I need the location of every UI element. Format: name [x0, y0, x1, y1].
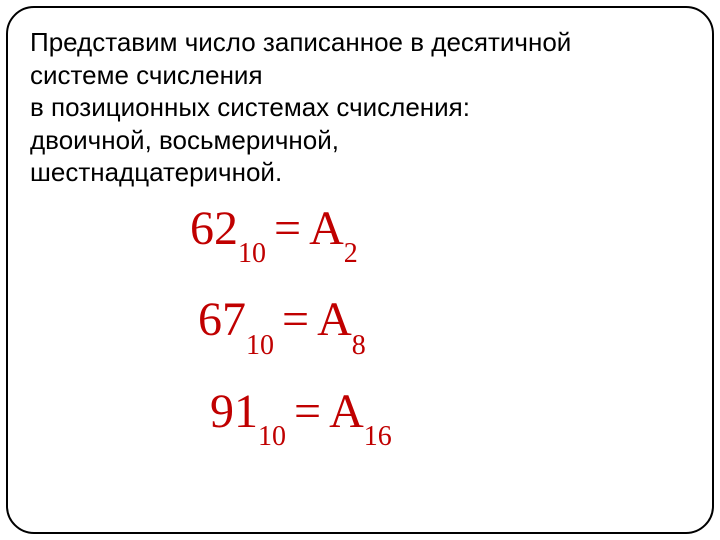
equation-rhs: А2 — [309, 201, 358, 263]
lhs-base: 10 — [238, 238, 266, 269]
lhs-base: 10 — [246, 330, 274, 361]
rhs-base: 16 — [364, 421, 392, 452]
lhs-value: 91 — [210, 385, 258, 438]
intro-line-1: Представим число записанное в десятичной — [30, 27, 571, 57]
equals-sign: = — [274, 201, 301, 256]
equations-block: 6210 = А2 6710 = А8 9110 = А16 — [30, 199, 690, 446]
lhs-value: 67 — [198, 293, 246, 346]
equation-lhs: 6710 — [198, 292, 274, 354]
equation-rhs: А8 — [317, 292, 366, 354]
intro-line-3: в позиционных системах счисления: — [30, 92, 470, 122]
intro-line-2: системе счисления — [30, 60, 263, 90]
lhs-base: 10 — [258, 421, 286, 452]
rhs-symbol: А — [309, 202, 344, 255]
equation-row: 6710 = А8 — [198, 292, 690, 354]
intro-line-4: двоичной, восьмеричной, — [30, 125, 339, 155]
intro-line-5: шестнадцатеричной. — [30, 157, 282, 187]
rhs-base: 2 — [344, 238, 358, 269]
equation-row: 6210 = А2 — [190, 201, 690, 263]
intro-paragraph: Представим число записанное в десятичной… — [30, 26, 690, 189]
equals-sign: = — [294, 384, 321, 439]
lhs-value: 62 — [190, 202, 238, 255]
equation-row: 9110 = А16 — [210, 384, 690, 446]
equation-rhs: А16 — [329, 384, 392, 446]
equation-lhs: 9110 — [210, 384, 286, 446]
slide-frame: Представим число записанное в десятичной… — [6, 6, 714, 534]
rhs-symbol: А — [329, 385, 364, 438]
rhs-symbol: А — [317, 293, 352, 346]
rhs-base: 8 — [352, 330, 366, 361]
equals-sign: = — [282, 292, 309, 347]
equation-lhs: 6210 — [190, 201, 266, 263]
